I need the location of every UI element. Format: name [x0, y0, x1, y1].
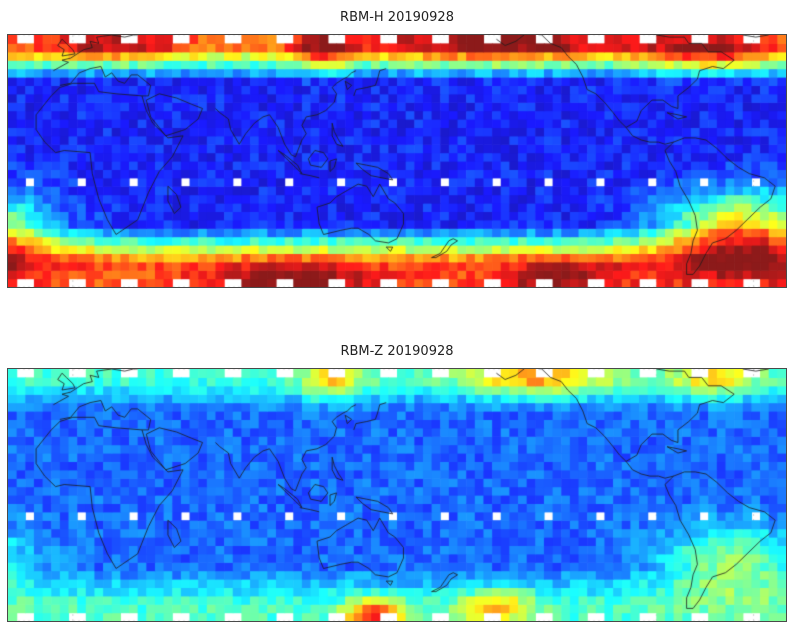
map-canvas-rbm-h	[7, 34, 787, 288]
panel-title-rbm-h: RBM-H 20190928	[340, 10, 454, 25]
panel-title-rbm-z: RBM-Z 20190928	[340, 344, 454, 359]
figure-rbm-z: RBM-Z 20190928	[7, 342, 787, 622]
figure-rbm-h: RBM-H 20190928	[7, 8, 787, 288]
map-canvas-rbm-z	[7, 368, 787, 622]
